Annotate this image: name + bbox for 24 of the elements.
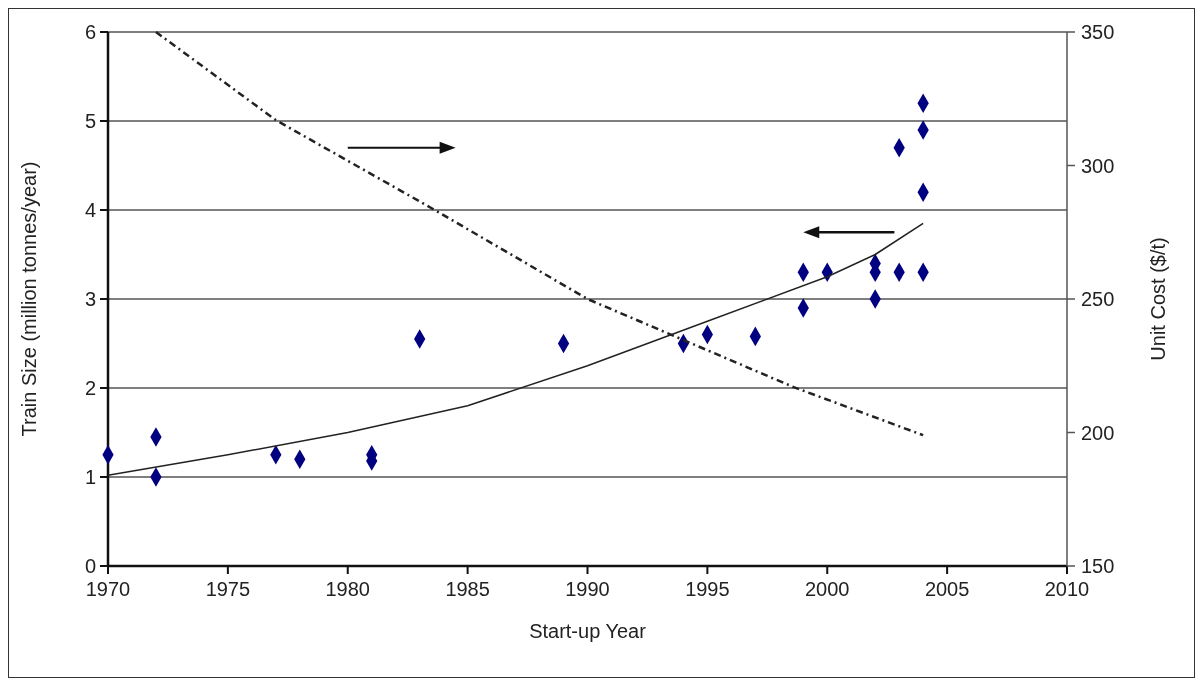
y-tick-label: 0 xyxy=(84,555,96,577)
y2-tick-label: 350 xyxy=(1081,21,1115,43)
x-tick-label: 1985 xyxy=(445,578,490,600)
x-axis-title: Start-up Year xyxy=(529,620,647,642)
y2-tick-label: 300 xyxy=(1081,154,1115,177)
x-tick-label: 2005 xyxy=(924,578,970,600)
y2-tick-label: 200 xyxy=(1081,421,1115,444)
y-tick-label: 1 xyxy=(84,466,96,488)
y2-axis-title: Unit Cost ($/t) xyxy=(1147,237,1169,361)
y-tick-label: 2 xyxy=(84,377,96,399)
x-tick-label: 2000 xyxy=(805,578,850,600)
x-tick-label: 2010 xyxy=(1044,578,1090,600)
x-tick-label: 1980 xyxy=(325,578,370,600)
y-axis-title: Train Size (million tonnes/year) xyxy=(18,161,40,437)
y2-tick-label: 150 xyxy=(1081,555,1115,577)
x-tick-label: 1970 xyxy=(85,578,131,600)
x-tick-label: 1975 xyxy=(205,578,251,600)
x-tick-label: 1990 xyxy=(565,578,610,600)
x-tick-label: 1995 xyxy=(685,578,730,600)
y-tick-label: 3 xyxy=(84,288,96,310)
y-tick-label: 6 xyxy=(84,21,96,43)
y-tick-label: 5 xyxy=(84,110,96,132)
y2-tick-label: 250 xyxy=(1081,288,1115,310)
y-tick-label: 4 xyxy=(84,199,96,221)
